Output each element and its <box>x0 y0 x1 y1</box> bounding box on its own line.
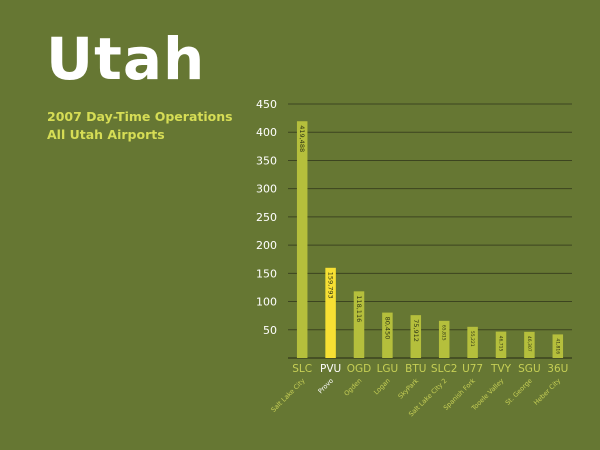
bar-value-label: 65,815 <box>441 325 447 341</box>
y-tick-label: 250 <box>256 211 277 224</box>
x-tick-label: LGU <box>377 363 399 375</box>
subtitle-line-1: 2007 Day-Time Operations <box>47 109 233 124</box>
city-label: Salt Lake City <box>270 377 307 414</box>
x-tick-label: U77 <box>462 363 483 375</box>
bar-value-label: 46,715 <box>498 336 504 352</box>
y-tick-label: 450 <box>256 98 277 111</box>
bar-PVU <box>325 267 336 358</box>
bar-value-label: 118,116 <box>355 295 363 322</box>
bar-value-label: 419,488 <box>298 125 306 152</box>
bar-BTU <box>410 315 422 358</box>
city-label: Ogden <box>343 377 364 398</box>
chart-subtitle: 2007 Day-Time Operations All Utah Airpor… <box>47 108 233 144</box>
page-title: Utah <box>46 25 206 93</box>
y-tick-label: 150 <box>256 267 277 280</box>
x-tick-label: PVU <box>320 363 341 375</box>
y-axis: 50 100 150 200 250 300 350 400 450 <box>256 98 277 337</box>
bar-SGU <box>524 331 535 358</box>
x-tick-label: BTU <box>405 363 426 375</box>
x-axis: SLC Salt Lake City PVU Provo OGD Ogden LGU Loga… <box>270 363 569 418</box>
bar-value-label: 75,912 <box>412 319 420 342</box>
y-tick-label: 400 <box>256 126 277 139</box>
x-tick-label: SGU <box>518 363 541 375</box>
bar-value-label: 55,221 <box>469 331 475 347</box>
city-label: St. George <box>504 377 534 407</box>
city-label: Heber City <box>532 377 562 407</box>
x-tick-label: OGD <box>347 363 372 375</box>
bars: 419,488 159,793 118,116 80,450 75,912 65,815 5… <box>296 121 564 359</box>
bar-value-label: 41,816 <box>554 338 560 354</box>
bar-SLC <box>296 121 308 359</box>
subtitle-line-2: All Utah Airports <box>47 127 165 142</box>
x-tick-label: TVY <box>490 363 512 375</box>
city-label: Logan <box>372 377 392 397</box>
bar-OGD <box>353 291 365 358</box>
bar-TVY <box>495 331 507 358</box>
x-tick-label: SLC2 <box>431 363 458 375</box>
y-tick-label: 50 <box>263 324 277 337</box>
y-tick-label: 200 <box>256 239 277 252</box>
x-tick-label: 36U <box>547 363 568 375</box>
bar-LGU <box>382 312 393 358</box>
bar-SLC2 <box>438 320 450 358</box>
city-label: Provo <box>317 377 335 395</box>
y-tick-label: 100 <box>256 296 277 309</box>
bar-value-label: 159,793 <box>327 272 335 299</box>
bar-U77 <box>467 326 478 358</box>
bar-value-label: 80,450 <box>383 317 391 340</box>
city-label: SkyPark <box>396 377 420 401</box>
y-tick-label: 300 <box>256 183 277 196</box>
x-tick-label: SLC <box>292 363 312 375</box>
y-tick-label: 350 <box>256 154 277 167</box>
bar-36U <box>552 334 564 358</box>
bar-value-label: 46,307 <box>526 336 532 352</box>
